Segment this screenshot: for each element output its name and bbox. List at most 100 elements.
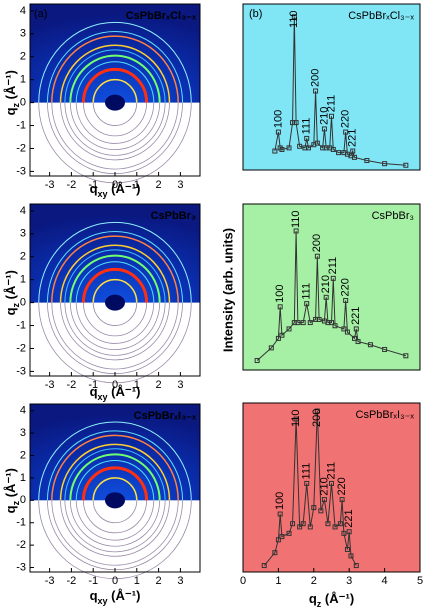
data-marker	[343, 129, 349, 135]
axis-label-part: (Å⁻¹)	[3, 270, 18, 303]
data-marker	[307, 524, 313, 530]
y-tick-label: -3	[16, 365, 26, 377]
simulated-ring	[75, 102, 155, 144]
y-axis-label: Intensity (arb. units)	[220, 228, 235, 352]
intensity-line	[274, 16, 406, 166]
data-marker	[350, 148, 356, 154]
data-marker	[275, 537, 281, 543]
axis-label: qxy (Å⁻¹)	[90, 181, 141, 199]
diffraction-ring	[92, 279, 138, 303]
sample-label: CsPbBrₓCl₃₋ₓ	[126, 10, 197, 22]
diffraction-ring	[59, 44, 171, 103]
x-tick-label: -2	[67, 575, 77, 587]
simulated-ring	[82, 500, 148, 534]
plot-background	[242, 203, 421, 371]
beam-stop	[105, 294, 125, 311]
y-tick-label: -3	[16, 561, 26, 573]
data-marker	[339, 497, 345, 503]
data-marker	[330, 275, 336, 281]
simulated-ring	[64, 500, 166, 553]
simulated-ring	[47, 500, 183, 571]
diffraction-ring	[92, 79, 138, 103]
simulated-ring	[82, 302, 148, 337]
diffraction-ring	[75, 61, 155, 103]
diffraction-ring	[38, 221, 192, 303]
data-marker	[314, 140, 320, 146]
axis-label-part: q	[3, 505, 18, 513]
x-tick-label: 2	[156, 379, 162, 391]
diffraction-ring	[81, 67, 149, 103]
diffraction-ring	[38, 421, 192, 501]
y-tick-label: -1	[16, 319, 26, 331]
x-tick-label: 0	[240, 575, 246, 587]
x-tick-label: 1	[275, 575, 281, 587]
peak-label: 111	[301, 118, 313, 135]
data-marker	[313, 88, 319, 94]
data-marker	[291, 14, 297, 20]
y-tick-label: 2	[20, 251, 26, 263]
data-marker	[316, 316, 322, 322]
x-tick-label: 1	[134, 575, 140, 587]
axis-label-part: z	[11, 102, 21, 107]
simulated-ring	[38, 302, 192, 384]
data-marker	[304, 135, 310, 141]
data-marker	[353, 326, 359, 332]
data-marker	[286, 530, 292, 536]
data-marker	[364, 158, 370, 164]
y-tick-label: 0	[20, 297, 26, 309]
y-tick-label: 1	[20, 274, 26, 286]
data-marker	[321, 126, 327, 132]
peak-label: 210	[318, 477, 330, 495]
axis-label-part: q	[3, 307, 18, 315]
data-marker	[403, 353, 409, 359]
data-marker	[272, 550, 278, 556]
sample-label: CsPbBrₓI₃₋ₓ	[356, 409, 415, 421]
data-marker	[341, 530, 347, 536]
y-tick-label: -1	[16, 517, 26, 529]
simulated-ring	[51, 500, 179, 566]
simulated-ring	[38, 102, 192, 184]
data-marker	[314, 408, 320, 414]
x-tick-label: 1	[134, 379, 140, 391]
peak-label: 221	[347, 129, 359, 147]
axis-label-part: xy	[98, 189, 108, 199]
x-tick-label: 3	[177, 179, 183, 191]
peak-label: 200	[311, 409, 323, 427]
data-marker	[275, 335, 281, 341]
simulated-ring	[47, 102, 183, 175]
x-tick-label: -3	[45, 179, 55, 191]
simulated-ring	[69, 102, 161, 150]
detector-image	[30, 404, 200, 501]
axis-label-part: q	[90, 181, 98, 196]
diffraction-ring	[59, 443, 171, 501]
axis-label-part: z	[11, 500, 21, 505]
y-tick-label: 3	[20, 28, 26, 40]
data-marker	[325, 521, 331, 527]
y-tick-label: -3	[16, 165, 26, 177]
data-marker	[348, 553, 354, 559]
axis-label: qz (Å⁻¹)	[3, 70, 21, 115]
data-marker	[337, 521, 343, 527]
simulated-ring	[92, 102, 138, 126]
data-marker	[311, 505, 317, 511]
sample-label: CsPbBr₃	[372, 210, 414, 222]
simulated-ring	[51, 302, 179, 370]
peak-label: 211	[325, 462, 337, 480]
y-tick-label: 1	[20, 74, 26, 86]
axis-label-part: xy	[98, 392, 108, 402]
diffraction-ring	[51, 35, 179, 103]
axis-label: qxy (Å⁻¹)	[90, 588, 141, 606]
data-marker	[279, 146, 285, 152]
data-marker	[341, 326, 347, 332]
data-marker	[307, 320, 313, 326]
diffraction-ring	[38, 21, 192, 103]
y-tick-label: -1	[16, 119, 26, 131]
axis-label-part: (Å⁻¹)	[108, 588, 141, 603]
diffraction-ring	[46, 231, 184, 303]
data-marker	[329, 113, 334, 119]
beam-stop	[105, 94, 125, 111]
y-tick-label: 2	[20, 449, 26, 461]
axis-label-part: (Å⁻¹)	[321, 591, 354, 606]
axis-label-part: z	[11, 302, 21, 307]
panel-tag: (a)	[34, 8, 47, 20]
